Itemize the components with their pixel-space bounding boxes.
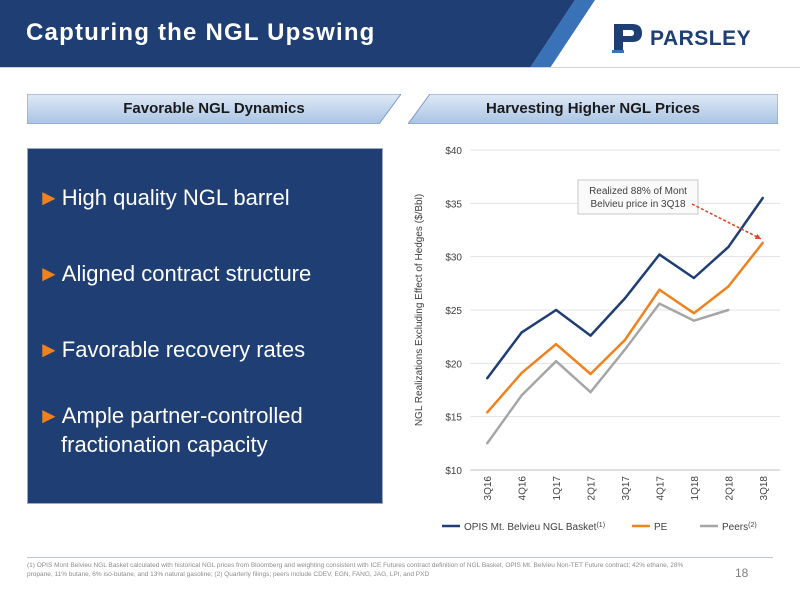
- data-point: [692, 319, 696, 322]
- data-point: [554, 360, 558, 363]
- data-point: [761, 196, 764, 200]
- x-tick-label: 1Q17: [552, 476, 563, 501]
- header-background: [0, 0, 800, 68]
- x-tick-label: 3Q17: [621, 476, 632, 501]
- data-point: [486, 411, 489, 414]
- bullet-arrow-icon: ►: [38, 185, 60, 210]
- data-point: [658, 288, 661, 291]
- parsley-logo: PARSLEY: [610, 20, 780, 54]
- data-point: [554, 308, 558, 312]
- x-tick-label: 2Q17: [587, 476, 598, 501]
- annotation-arrowhead: [754, 233, 761, 239]
- x-tick-label: 3Q18: [759, 476, 770, 501]
- header-bar: Capturing the NGL Upswing PARSLEY: [0, 0, 800, 68]
- data-point: [520, 371, 523, 375]
- ngl-price-chart: $10 $15 $20 $25 $30 $35 $40 NGL Realizations Ex…: [414, 146, 780, 534]
- bullet-item: ►Aligned contract structure: [38, 259, 311, 288]
- x-tick-label: 2Q18: [724, 476, 735, 501]
- y-tick-label: $25: [445, 306, 462, 317]
- bullet-box: ►High quality NGL barrel ►Aligned contra…: [27, 148, 383, 504]
- data-point: [554, 342, 558, 346]
- y-tick-label: $40: [445, 146, 462, 157]
- data-point: [589, 372, 592, 376]
- annotation-text: Realized 88% of Mont: [589, 186, 687, 197]
- data-point: [658, 253, 661, 256]
- bullet-text: Favorable recovery rates: [61, 337, 306, 362]
- y-tick-label: $35: [445, 199, 462, 210]
- logo-text: PARSLEY: [650, 27, 752, 50]
- data-point: [727, 308, 730, 312]
- bullet-arrow-icon: ►: [38, 403, 60, 428]
- annotation-box: [577, 179, 699, 215]
- banner-favorable-ngl-dynamics: Favorable NGL Dynamics: [27, 94, 401, 124]
- data-point: [623, 338, 627, 342]
- data-point: [486, 377, 489, 380]
- bullet-arrow-icon: ►: [38, 337, 60, 362]
- banner-label: Harvesting Higher NGL Prices: [486, 100, 700, 117]
- y-tick-label: $20: [445, 359, 462, 370]
- legend-entry: OPIS Mt. Belvieu NGL Basket(1): [464, 522, 605, 534]
- data-point: [727, 285, 730, 288]
- data-point: [589, 334, 592, 337]
- banner-label: Favorable NGL Dynamics: [123, 100, 305, 117]
- data-point: [520, 331, 523, 334]
- x-tick-label: 4Q17: [655, 476, 666, 501]
- page-number: 18: [735, 566, 749, 580]
- banner-harvesting-higher-ngl-prices: Harvesting Higher NGL Prices: [408, 94, 778, 124]
- data-point: [761, 241, 764, 244]
- y-tick-label: $30: [445, 253, 462, 264]
- annotation-arrow: [691, 203, 762, 240]
- bullet-arrow-icon: ►: [38, 261, 60, 286]
- x-tick-label: 4Q16: [518, 476, 529, 501]
- y-tick-label: $15: [445, 413, 462, 424]
- bullet-text: Ample partner-controlled: [61, 403, 303, 428]
- page-title: Capturing the NGL Upswing: [26, 19, 376, 46]
- footnote: (1) OPIS Mont Belvieu NGL Basket calcula…: [27, 562, 684, 578]
- parsley-logo-icon: [612, 24, 642, 53]
- legend-entry: Peers(2): [722, 522, 757, 534]
- data-point: [520, 394, 523, 397]
- data-point: [623, 348, 627, 351]
- annotation-text: Belvieu price in 3Q18: [590, 199, 685, 210]
- data-point: [589, 390, 592, 394]
- data-point: [692, 276, 696, 280]
- bullet-item: ►Favorable recovery rates: [38, 335, 305, 364]
- y-axis-label: NGL Realizations Excluding Effect of Hed…: [414, 194, 425, 426]
- bullet-item: ►High quality NGL barrel: [38, 183, 290, 212]
- x-tick-label: 1Q18: [690, 476, 701, 501]
- data-point: [623, 297, 627, 300]
- data-point: [658, 302, 661, 305]
- data-point: [486, 442, 489, 445]
- legend-entry: PE: [654, 522, 668, 533]
- series-line: [486, 302, 729, 445]
- y-tick-label: $10: [445, 466, 462, 477]
- data-point: [727, 245, 730, 249]
- bullet-item: ►Ample partner-controlled fractionation …: [38, 401, 303, 459]
- bullet-text: High quality NGL barrel: [61, 185, 290, 210]
- bullet-text-continued: fractionation capacity: [61, 432, 268, 457]
- data-point: [692, 312, 696, 315]
- x-tick-label: 3Q16: [483, 476, 494, 501]
- bullet-text: Aligned contract structure: [61, 261, 312, 286]
- footer-divider: [27, 557, 773, 558]
